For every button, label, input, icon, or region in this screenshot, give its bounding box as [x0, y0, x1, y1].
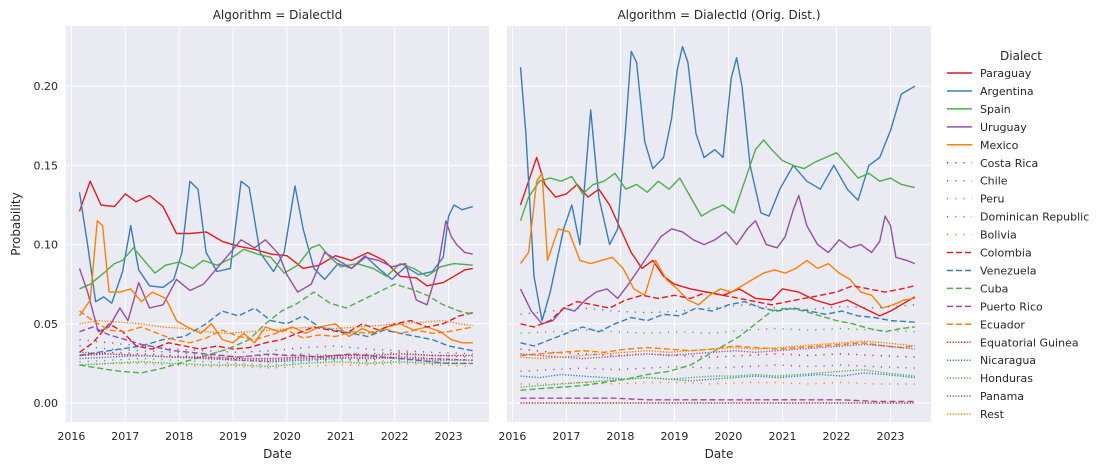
x-tick-label: 2022: [381, 430, 409, 443]
legend-label: Mexico: [980, 139, 1019, 152]
y-tick-label: 0.00: [34, 397, 59, 410]
legend-label: Bolivia: [980, 229, 1017, 242]
series-line-colombia: [79, 312, 473, 353]
plot-area: [66, 26, 489, 422]
series-line-mexico: [519, 172, 915, 309]
x-tick-label: 2016: [57, 430, 85, 443]
x-axis-title: Date: [705, 447, 734, 461]
x-tick-label: 2018: [606, 430, 634, 443]
y-tick-label: 0.10: [34, 239, 59, 252]
legend-label: Venezuela: [980, 264, 1037, 277]
series-line-puerto-rico: [79, 326, 473, 365]
series-line-mexico: [78, 220, 473, 344]
series-line-ecuador: [79, 310, 473, 344]
legend-label: Ecuador: [980, 318, 1025, 331]
series-line-venezuela: [79, 307, 473, 357]
legend-label: Rest: [980, 408, 1005, 421]
x-tick-label: 2020: [714, 430, 742, 443]
x-tick-label: 2017: [552, 430, 580, 443]
x-tick-label: 2020: [273, 430, 301, 443]
series-line-puerto-rico: [520, 397, 915, 403]
legend: Dialect Paraguay Argentina Spain Uruguay Mexi…: [947, 49, 1089, 421]
panel-1: 2016 2017 2018 2019 2020 2021 2022 2023 0.00 0.05…: [34, 8, 489, 461]
x-axis-title: Date: [263, 447, 292, 461]
series-line-uruguay: [78, 220, 473, 333]
legend-label: Honduras: [980, 372, 1033, 385]
y-tick-label: 0.05: [34, 318, 59, 331]
legend-label: Cuba: [980, 282, 1008, 295]
y-tick-label: 0.15: [34, 159, 59, 172]
y-tick-label: 0.20: [34, 80, 59, 93]
series-line-honduras: [79, 361, 473, 368]
x-tick-label: 2023: [435, 430, 463, 443]
panel-2: 2016 2017 2018 2019 2020 2021 2022 2023 Algorith…: [498, 8, 931, 461]
legend-label: Colombia: [980, 247, 1032, 260]
series-line-colombia: [520, 285, 915, 328]
x-tick-label: 2019: [660, 430, 688, 443]
x-tick-label: 2021: [768, 430, 796, 443]
series-line-argentina: [519, 45, 916, 322]
legend-label: Costa Rica: [980, 157, 1038, 170]
x-tick-label: 2023: [876, 430, 904, 443]
series-line-panama: [79, 351, 473, 361]
legend-label: Argentina: [980, 85, 1034, 98]
series-line-paraguay: [78, 180, 473, 287]
x-tick-label: 2019: [219, 430, 247, 443]
x-tick-label: 2018: [165, 430, 193, 443]
series-line-ecuador: [520, 342, 915, 357]
legend-label: Chile: [980, 175, 1008, 188]
x-tick-label: 2021: [327, 430, 355, 443]
series-line-venezuela: [520, 300, 915, 347]
legend-label: Uruguay: [980, 121, 1027, 134]
legend-label: Nicaragua: [980, 354, 1036, 367]
legend-label: Spain: [980, 103, 1011, 116]
series-line-spain: [519, 139, 915, 222]
legend-label: Puerto Rico: [980, 300, 1043, 313]
legend-label: Peru: [980, 193, 1005, 206]
x-tick-label: 2016: [498, 430, 526, 443]
plot-area: [507, 26, 931, 422]
series-line-rest: [79, 319, 473, 334]
y-axis-title: Probability: [9, 192, 23, 255]
legend-label: Paraguay: [980, 67, 1032, 80]
panel-title: Algorithm = DialectId (Orig. Dist.): [617, 8, 820, 22]
panel-title: Algorithm = DialectId: [213, 8, 343, 22]
series-line-bolivia: [79, 362, 473, 369]
x-tick-label: 2022: [822, 430, 850, 443]
legend-label: Panama: [980, 390, 1024, 403]
legend-label: Equatorial Guinea: [980, 336, 1079, 349]
series-line-argentina: [78, 180, 473, 304]
legend-title: Dialect: [1000, 49, 1042, 63]
legend-label: Dominican Republic: [980, 211, 1089, 224]
series-line-cuba: [520, 307, 915, 391]
series-line-cuba: [79, 283, 473, 374]
series-line-paraguay: [519, 156, 916, 317]
series-line-uruguay: [519, 194, 916, 325]
x-tick-label: 2017: [111, 430, 139, 443]
